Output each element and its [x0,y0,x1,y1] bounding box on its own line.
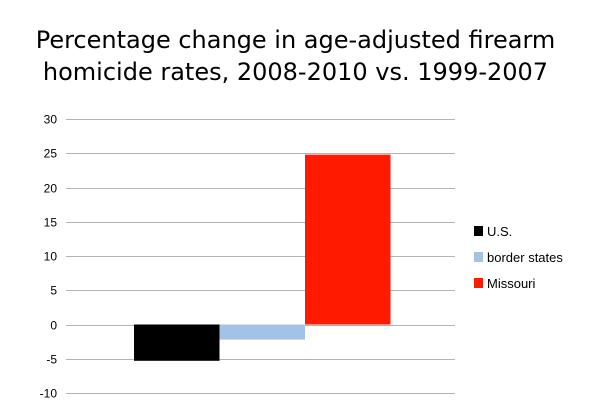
legend-swatch [474,226,483,236]
y-tick-label: 5 [50,284,57,298]
chart-title: Percentage change in age-adjusted firear… [0,24,591,88]
y-tick-label: 30 [44,113,58,127]
y-tick-label: 0 [50,319,57,333]
legend-label: U.S. [487,224,512,239]
legend-swatch [474,252,483,262]
bar-missouri [305,154,391,325]
legend-label: Missouri [487,276,536,291]
y-tick-label: 10 [44,250,58,264]
legend-label: border states [487,250,563,265]
y-tick-label: 20 [44,182,58,196]
legend: U.S. border states Missouri [474,224,563,291]
chart-title-line-1: Percentage change in age-adjusted firear… [35,26,556,54]
y-tick-label: 15 [44,216,58,230]
chart-title-line-2: homicide rates, 2008-2010 vs. 1999-2007 [42,58,549,86]
y-tick-label: 25 [44,147,58,161]
y-tick-label: -5 [46,353,57,367]
legend-swatch [474,278,483,288]
bars [134,154,391,361]
bar-border-states [219,324,305,340]
bar-u-s [134,324,220,361]
gridlines [66,119,455,394]
y-axis-tick-labels: 30 25 20 15 10 5 0 -5 -10 [40,113,58,401]
y-tick-label: -10 [40,387,58,401]
